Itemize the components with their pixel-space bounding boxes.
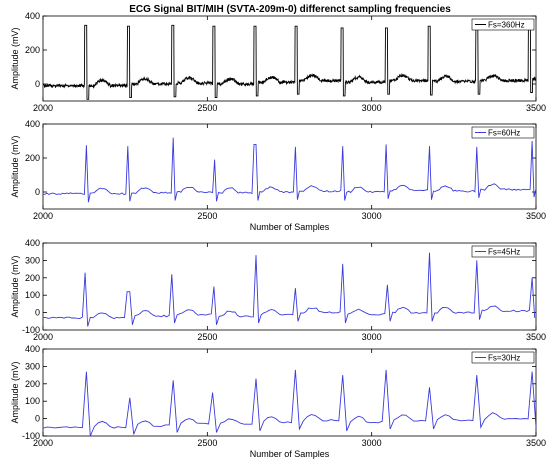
axes-frame — [42, 15, 537, 102]
x-tick-label: 2500 — [197, 211, 217, 221]
x-tick-label: 2000 — [33, 332, 53, 342]
y-tick-label: 200 — [25, 273, 40, 283]
legend-label: Fs=60Hz — [488, 129, 520, 138]
legend-box — [471, 245, 535, 258]
y-tick-label: 0 — [35, 187, 40, 197]
y-tick-label: 0 — [35, 414, 40, 424]
x-tick-label: 3500 — [526, 332, 546, 342]
y-tick-label: 100 — [25, 396, 40, 406]
x-axis-label: Number of Samples — [250, 449, 330, 459]
legend-box — [471, 351, 535, 364]
x-tick-label: 2000 — [33, 438, 53, 448]
x-tick-label: 3000 — [362, 332, 382, 342]
legend-label: Fs=45Hz — [488, 248, 520, 257]
x-tick-label: 2500 — [197, 438, 217, 448]
y-tick-label: 200 — [25, 379, 40, 389]
y-axis-label: Amplitude (mV) — [10, 27, 20, 89]
series-line — [42, 252, 536, 327]
y-tick-label: 400 — [25, 238, 40, 248]
subplot-3: 2000 2500 3000 3500 -100 0 100 200 300 400 Amplitu… — [10, 238, 546, 342]
x-axis-label: Number of Samples — [250, 222, 330, 232]
x-tick-label: 3500 — [526, 103, 546, 113]
axes-frame — [42, 123, 537, 210]
y-tick-label: 300 — [25, 361, 40, 371]
legend-label: Fs=30Hz — [488, 354, 520, 363]
y-axis-label: Amplitude (mV) — [10, 361, 20, 423]
y-tick-label: 400 — [25, 11, 40, 21]
subplot-4: 2000 2500 3000 3500 -100 0 100 200 300 400 Amplitu… — [10, 344, 546, 459]
y-tick-label: 0 — [35, 308, 40, 318]
y-tick-label: 400 — [25, 119, 40, 129]
x-tick-label: 2500 — [197, 103, 217, 113]
x-tick-label: 3000 — [362, 103, 382, 113]
x-tick-label: 2000 — [33, 211, 53, 221]
series-line — [42, 137, 537, 203]
y-tick-label: -100 — [22, 325, 40, 335]
y-tick-label: 300 — [25, 255, 40, 265]
y-tick-label: 0 — [35, 79, 40, 89]
subplot-2: 2000 2500 3000 3500 0 200 400 Amplitude (mV) Num… — [10, 119, 546, 232]
subplot-1: 2000 2500 3000 3500 0 200 400 Amplitude (mV) Fs=… — [10, 11, 546, 113]
x-tick-label: 3000 — [362, 438, 382, 448]
legend-label: Fs=360Hz — [488, 21, 525, 30]
x-tick-label: 3500 — [526, 211, 546, 221]
y-tick-label: 200 — [25, 153, 40, 163]
y-axis-label: Amplitude (mV) — [10, 135, 20, 197]
chart-title: ECG Signal BIT/MIH (SVTA-209m-0) differe… — [129, 4, 451, 15]
y-tick-label: 100 — [25, 290, 40, 300]
x-tick-label: 3000 — [362, 211, 382, 221]
y-axis-label: Amplitude (mV) — [10, 255, 20, 317]
legend-box — [471, 18, 535, 31]
axes-frame — [42, 242, 537, 331]
axes-frame — [42, 348, 537, 437]
y-tick-label: 400 — [25, 344, 40, 354]
y-tick-label: -100 — [22, 431, 40, 441]
legend-box — [471, 126, 535, 139]
series-line — [42, 24, 537, 100]
y-tick-label: 200 — [25, 45, 40, 55]
x-tick-label: 2500 — [197, 332, 217, 342]
x-tick-label: 3500 — [526, 438, 546, 448]
x-tick-label: 2000 — [33, 103, 53, 113]
series-line — [42, 369, 537, 437]
